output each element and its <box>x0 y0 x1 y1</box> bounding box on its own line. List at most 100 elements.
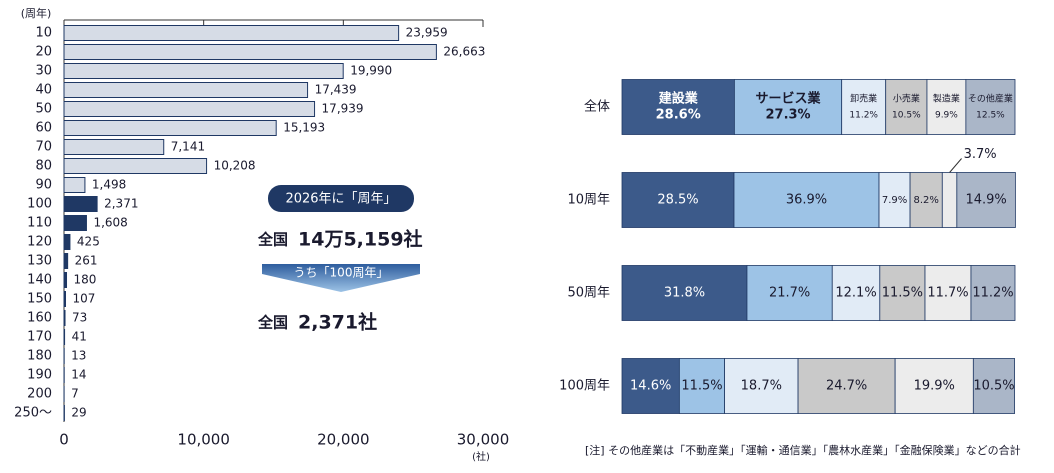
value-label: 425 <box>77 235 100 249</box>
value-label: 11.2% <box>972 286 1013 301</box>
y-tick-label: 100周年 <box>559 379 610 394</box>
y-tick-label: 30 <box>35 64 52 79</box>
note: [注] その他産業は「不動産業」「運輸・通信業」「農林水産業」「金融保険業」など… <box>585 443 1021 457</box>
value-label: 9.9% <box>935 111 958 121</box>
y-tick-label: 110 <box>27 216 52 231</box>
value-label: 14 <box>71 368 86 382</box>
x-tick-label: 30,000 <box>457 431 510 449</box>
value-label: 19,990 <box>350 64 392 78</box>
bar-segment <box>842 80 886 135</box>
bar <box>64 216 86 231</box>
arrow-label: うち「100周年」 <box>294 266 389 280</box>
x-tick-label: 0 <box>59 431 69 449</box>
total-label: 全国 <box>257 231 288 249</box>
value-label: 27.3% <box>765 108 810 123</box>
value-label: 15,193 <box>283 121 325 135</box>
bar <box>64 26 399 41</box>
y-tick-label: 120 <box>27 235 52 250</box>
badge-text: 2026年に「周年」 <box>285 192 396 207</box>
value-label: 12.1% <box>835 286 876 301</box>
y-tick-label: 160 <box>27 311 52 326</box>
value-label: 11.7% <box>927 286 968 301</box>
y-tick-label: 130 <box>27 254 52 269</box>
y-tick-label: 150 <box>27 292 52 307</box>
value-label: 1,498 <box>92 178 126 192</box>
value-label: 11.2% <box>849 111 878 121</box>
y-axis-label: (周年) <box>21 6 52 20</box>
value-label: 13 <box>71 349 86 363</box>
bar <box>64 254 68 269</box>
legend-label: 建設業 <box>659 91 699 107</box>
value-label: 28.6% <box>656 108 701 123</box>
value-label: 19.9% <box>914 379 955 394</box>
value-label: 12.5% <box>976 111 1005 121</box>
bar <box>64 140 164 155</box>
bar <box>64 83 308 98</box>
value-label: 23,959 <box>406 26 448 40</box>
y-tick-label: 190 <box>27 368 52 383</box>
bar <box>64 311 65 326</box>
x-axis-unit: (社) <box>472 450 490 463</box>
bar-segment <box>886 80 927 135</box>
value-label: 24.7% <box>826 379 867 394</box>
value-label: 10.5% <box>973 379 1014 394</box>
value-label: 7,141 <box>171 140 205 154</box>
value-label: 31.8% <box>664 286 705 301</box>
y-tick-label: 60 <box>35 121 52 136</box>
y-tick-label: 180 <box>27 349 52 364</box>
y-tick-label: 140 <box>27 273 52 288</box>
x-tick-label: 20,000 <box>317 431 370 449</box>
y-tick-label: 40 <box>35 83 52 98</box>
bar <box>64 197 97 212</box>
leader-line <box>950 159 962 173</box>
bar <box>64 102 315 117</box>
bar <box>64 159 207 174</box>
value-label: 73 <box>72 311 87 325</box>
value-label: 10,208 <box>214 159 256 173</box>
value-label: 261 <box>75 254 98 268</box>
legend-label: サービス業 <box>756 91 822 107</box>
value-label: 10.5% <box>892 111 921 121</box>
legend-label: その他産業 <box>968 93 1013 105</box>
value-label: 8.2% <box>913 195 938 206</box>
y-tick-label: 70 <box>35 140 52 155</box>
bar-segment <box>927 80 966 135</box>
value-label: 26,663 <box>443 45 485 59</box>
value-label: 11.5% <box>681 379 722 394</box>
y-tick-label: 80 <box>35 159 52 174</box>
value-label: 21.7% <box>769 286 810 301</box>
y-tick-label: 50周年 <box>567 286 610 301</box>
bar-segment <box>966 80 1015 135</box>
y-tick-label: 50 <box>35 102 52 117</box>
value-label: 28.5% <box>657 193 698 208</box>
value-label: 29 <box>71 406 86 420</box>
x-tick-label: 10,000 <box>177 431 230 449</box>
bar <box>64 121 276 136</box>
bar <box>64 235 70 250</box>
y-tick-label: 100 <box>27 197 52 212</box>
bar <box>64 330 65 345</box>
value-label: 18.7% <box>741 379 782 394</box>
value-label: 180 <box>74 273 97 287</box>
y-tick-label: 10周年 <box>567 193 610 208</box>
y-tick-label: 10 <box>35 26 52 41</box>
legend-label: 製造業 <box>933 93 960 105</box>
centennial-value: 2,371社 <box>298 311 377 334</box>
value-label: 41 <box>72 330 87 344</box>
y-tick-label: 20 <box>35 45 52 60</box>
y-tick-label: 200 <box>27 387 52 402</box>
value-label: 17,439 <box>315 83 357 97</box>
y-tick-label: 170 <box>27 330 52 345</box>
total-value: 14万5,159社 <box>298 228 423 251</box>
bar <box>64 273 67 288</box>
y-tick-label: 90 <box>35 178 52 193</box>
value-label: 7.9% <box>882 195 907 206</box>
legend-label: 卸売業 <box>850 93 877 105</box>
value-label: 7 <box>71 387 79 401</box>
legend-label: 小売業 <box>893 93 920 105</box>
value-label: 17,939 <box>322 102 364 116</box>
bar <box>64 64 343 79</box>
centennial-label: 全国 <box>257 314 288 332</box>
bar <box>64 292 65 307</box>
